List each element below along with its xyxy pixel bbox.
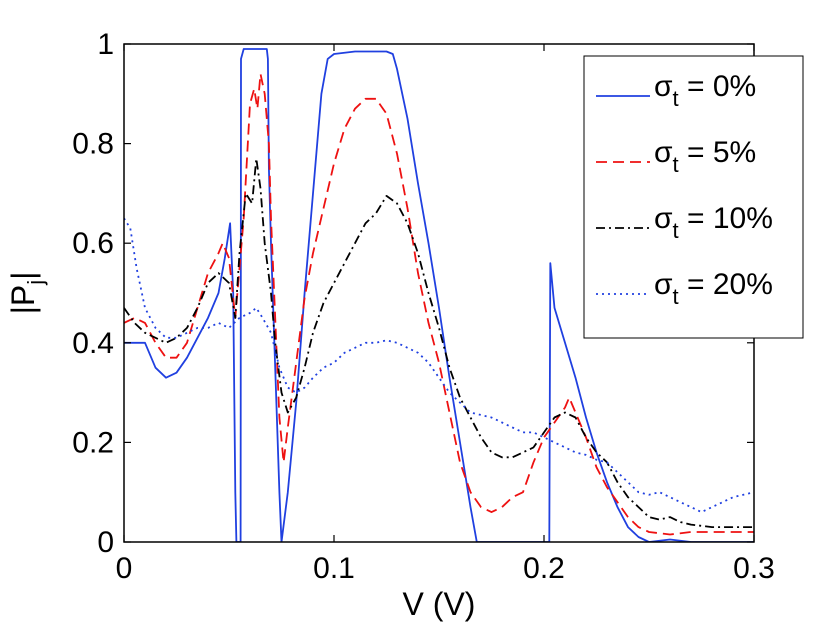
legend-label-1: σt = 0% <box>654 70 756 111</box>
series-line-3 <box>124 157 754 528</box>
x-tick-label: 0.2 <box>523 552 565 585</box>
y-axis-label-sub: j <box>23 280 48 286</box>
legend-label-3: σt = 10% <box>654 202 773 243</box>
y-tick-label: 0.6 <box>72 227 114 260</box>
x-axis-label: V (V) <box>403 586 476 622</box>
x-tick-label: 0 <box>116 552 133 585</box>
series-group <box>124 48 754 542</box>
y-tick-label: 0 <box>97 526 114 559</box>
y-tick-label: 0.4 <box>72 327 114 360</box>
legend: σt = 0% σt = 5% σt = 10% σt = 20% <box>583 55 804 339</box>
x-tick-label: 0.1 <box>313 552 355 585</box>
legend-label-4: σt = 20% <box>654 268 773 309</box>
y-tick-label: 0.2 <box>72 426 114 459</box>
y-axis-label-main: |P <box>5 285 41 315</box>
y-tick-label: 0.8 <box>72 128 114 161</box>
series-line-2 <box>124 73 754 536</box>
series-line-4 <box>124 217 754 513</box>
y-axis-label: |Pj| <box>5 272 48 315</box>
legend-label-2: σt = 5% <box>654 136 756 177</box>
y-tick-label: 1 <box>97 28 114 61</box>
legend-items: σt = 0% σt = 5% σt = 10% σt = 20% <box>596 70 773 309</box>
y-axis-label-end: | <box>5 272 41 280</box>
legend-box <box>583 55 804 339</box>
series-line-1 <box>124 48 754 542</box>
ticks-group: 0 0.1 0.2 0.3 0 0.2 0.4 0.6 0.8 1 <box>72 28 775 585</box>
x-tick-label: 0.3 <box>733 552 775 585</box>
